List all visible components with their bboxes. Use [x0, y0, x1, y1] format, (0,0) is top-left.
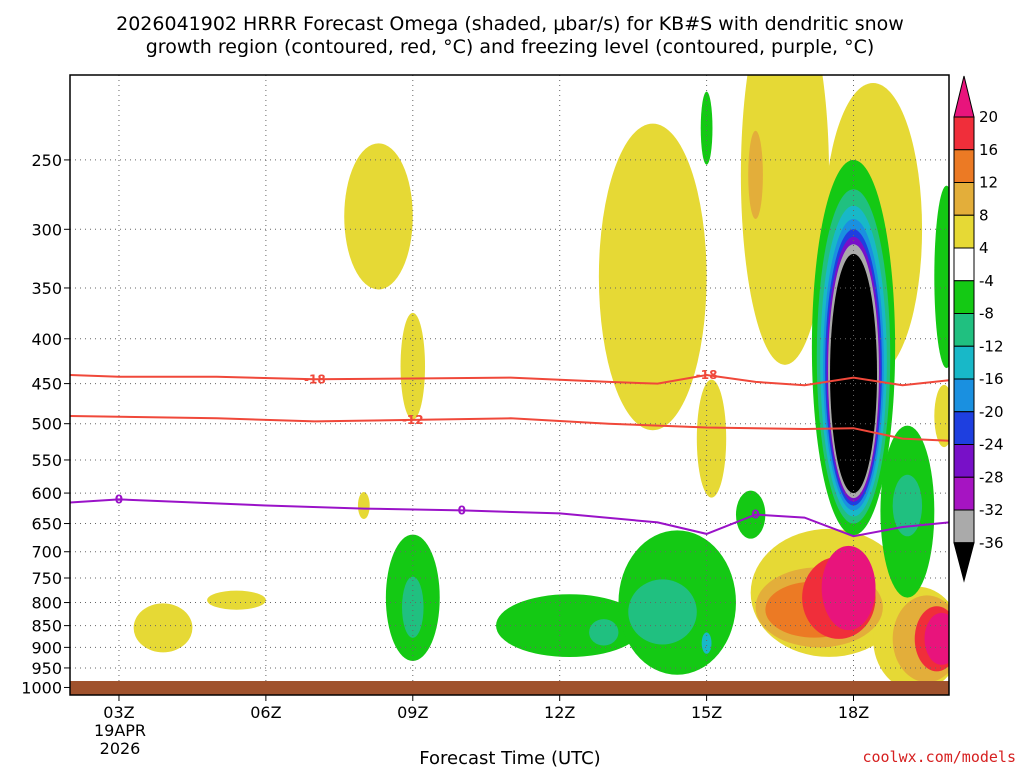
colorbar-bin	[953, 149, 975, 183]
x-tick-label: 06Z	[250, 703, 281, 722]
freezing-level-line	[70, 498, 949, 538]
y-tick-label: 350	[31, 279, 62, 298]
plot-area: -18 -18 -12 0 0 0	[70, 75, 949, 695]
y-tick-label: 1000	[21, 678, 62, 697]
colorbar-label: -8	[979, 305, 994, 323]
y-tick-label: 700	[31, 543, 62, 562]
x-axis: 03Z 06Z 09Z 12Z 15Z 18Z	[103, 695, 869, 722]
omega-pos-magenta	[821, 545, 876, 631]
omega-pos-yellow	[344, 143, 413, 290]
x-tick-label: 03Z	[103, 703, 134, 722]
colorbar-bin	[953, 345, 975, 380]
colorbar-label: -4	[979, 272, 994, 290]
colorbar-bin	[953, 247, 975, 282]
y-tick-label: 750	[31, 569, 62, 588]
colorbar-bin	[953, 116, 975, 151]
x-axis-title: Forecast Time (UTC)	[419, 748, 600, 768]
y-tick-label: 300	[31, 220, 62, 239]
colorbar-bin	[953, 509, 975, 544]
freezing-level-label: 0	[458, 503, 466, 517]
y-tick-label: 800	[31, 594, 62, 613]
credit-link[interactable]: coolwx.com/models	[862, 748, 1016, 766]
colorbar-label: -24	[979, 436, 1004, 454]
x-tick-label: 18Z	[838, 703, 869, 722]
snow-growth-minus18-label: -18	[304, 372, 326, 386]
x-tick-label: 15Z	[691, 703, 722, 722]
date-label-year: 2026	[100, 739, 141, 758]
x-tick-label: 09Z	[397, 703, 428, 722]
y-tick-label: 650	[31, 515, 62, 534]
colorbar-bin	[953, 444, 975, 478]
omega-neg-green	[735, 490, 766, 539]
y-tick-label: 850	[31, 617, 62, 636]
snow-growth-minus18-label: -18	[696, 368, 718, 382]
snow-growth-minus18-line	[70, 373, 949, 387]
gridlines	[70, 75, 949, 695]
omega-neg-teal	[402, 576, 424, 638]
ground-surface	[70, 681, 949, 695]
y-tick-label: 550	[31, 451, 62, 470]
omega-pos-yellow	[207, 590, 266, 610]
colorbar-label: -36	[979, 534, 1004, 552]
omega-pos-yellow	[400, 312, 426, 420]
contours: -18 -18 -12 0 0 0	[70, 368, 949, 538]
chart-title-line1: 2026041902 HRRR Forecast Omega (shaded, …	[116, 13, 904, 35]
colorbar-bin	[953, 378, 975, 413]
omega-pos-gold	[748, 130, 763, 219]
omega-neg-cyan	[701, 632, 712, 654]
omega-neg-core-ring	[830, 253, 878, 494]
colorbar-bin-top	[953, 75, 975, 118]
colorbar-label: 12	[979, 174, 998, 192]
y-tick-label: 400	[31, 330, 62, 349]
omega-neg-teal	[892, 474, 923, 537]
omega-shading	[114, 75, 949, 692]
y-tick-label: 500	[31, 415, 62, 434]
date-label-day: 19APR	[94, 721, 146, 740]
x-tick-label: 12Z	[544, 703, 575, 722]
colorbar-label: 16	[979, 141, 998, 159]
colorbar-label: 8	[979, 206, 989, 224]
omega-pos-yellow	[740, 75, 830, 365]
colorbar-bin	[953, 280, 975, 314]
freezing-level-label: 0	[751, 508, 759, 522]
colorbar-bin	[953, 214, 975, 249]
y-tick-label: 250	[31, 151, 62, 170]
snow-growth-minus12-label: -12	[402, 413, 424, 427]
omega-neg-green	[700, 91, 713, 165]
y-tick-label: 450	[31, 375, 62, 394]
colorbar-bin	[953, 182, 975, 216]
colorbar-label: 20	[979, 108, 998, 126]
chart-title-line2: growth region (contoured, red, °C) and f…	[146, 36, 875, 58]
colorbar-label: -16	[979, 370, 1004, 388]
omega-neg-teal	[589, 619, 619, 646]
colorbar-bin-bottom	[953, 542, 975, 583]
omega-pos-yellow	[934, 384, 949, 448]
colorbar: 20 16 12 8 4 -4 -8 -12 -16 -20 -24 -28 -32 -36	[953, 75, 1004, 583]
snow-growth-minus12-line	[70, 415, 949, 442]
freezing-level-label: 0	[115, 492, 123, 506]
y-tick-label: 600	[31, 484, 62, 503]
omega-pos-yellow	[133, 603, 193, 653]
y-axis: 250 300 350 400 450 500 550 600 650 700 750 800 850 9…	[21, 151, 70, 697]
colorbar-label: -12	[979, 337, 1004, 355]
omega-pos-yellow	[696, 379, 727, 498]
colorbar-label: -32	[979, 501, 1004, 519]
y-tick-label: 950	[31, 659, 62, 678]
colorbar-bin	[953, 476, 975, 511]
colorbar-bin	[953, 313, 975, 347]
colorbar-bin	[953, 411, 975, 445]
omega-neg-green	[934, 185, 949, 369]
colorbar-label: 4	[979, 239, 989, 257]
omega-pos-magenta	[924, 612, 949, 665]
omega-pos-yellow	[598, 123, 707, 431]
omega-pos-yellow	[357, 492, 370, 520]
omega-neg-teal	[628, 579, 697, 645]
plot-frame	[69, 74, 950, 696]
colorbar-label: -20	[979, 403, 1004, 421]
colorbar-label: -28	[979, 468, 1004, 486]
y-tick-label: 900	[31, 638, 62, 657]
